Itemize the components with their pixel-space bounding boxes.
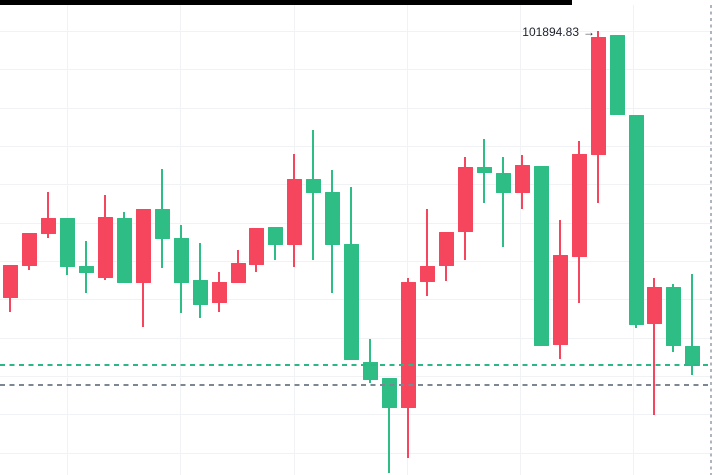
candle-wick [691,274,693,375]
candle-wick [312,130,314,260]
candle-wick [426,209,428,296]
horizontal-gridline [0,223,712,224]
candle-body [590,37,606,155]
candle-body [267,227,283,245]
candle-body [305,179,321,193]
vertical-gridline [407,5,408,475]
candle-body [230,263,246,283]
candle-body [40,218,56,234]
candle-body [514,165,530,193]
candle-body [646,287,662,324]
horizontal-gridline [0,453,712,454]
candle-body [286,179,302,245]
candle-body [211,282,227,303]
candle-body [192,280,208,305]
candle-body [665,287,681,346]
candle-body [2,265,18,298]
candle-wick [653,278,655,415]
candle-body [381,378,397,408]
candle-body [476,167,492,173]
price-label: 101894.83 → [0,25,595,40]
candle-body [135,209,151,283]
gray-dashed-level-line [0,384,712,386]
candle-wick [502,157,504,247]
candle-body [552,255,568,345]
candle-body [609,35,625,115]
candle-body [78,266,94,273]
right-edge-vertical-dashed-line [710,5,712,475]
candle-body [457,167,473,232]
candle-body [59,218,75,267]
horizontal-gridline [0,31,712,32]
teal-dashed-level-line [0,364,712,366]
candle-body [438,232,454,266]
candle-body [173,238,189,283]
horizontal-gridline [0,376,712,377]
candle-body [154,209,170,239]
candle-body [684,346,700,366]
candle-body [97,217,113,278]
candle-body [628,115,644,325]
candle-body [533,166,549,346]
horizontal-gridline [0,69,712,70]
candle-body [571,154,587,257]
candle-wick [388,378,390,473]
candle-body [495,173,511,193]
horizontal-gridline [0,146,712,147]
candle-body [343,244,359,360]
candle-body [21,233,37,266]
candle-body [116,218,132,283]
candle-body [419,266,435,282]
candle-wick [47,192,49,238]
price-label-value: 101894.83 [522,25,579,39]
candle-body [362,362,378,380]
candle-wick [369,339,371,383]
horizontal-gridline [0,108,712,109]
horizontal-gridline [0,414,712,415]
top-black-bar [0,0,572,5]
horizontal-gridline [0,184,712,185]
price-label-arrow-icon: → [583,25,595,39]
candle-body [400,282,416,408]
candle-body [324,192,340,245]
candle-body [248,228,264,265]
vertical-gridline [520,5,521,475]
